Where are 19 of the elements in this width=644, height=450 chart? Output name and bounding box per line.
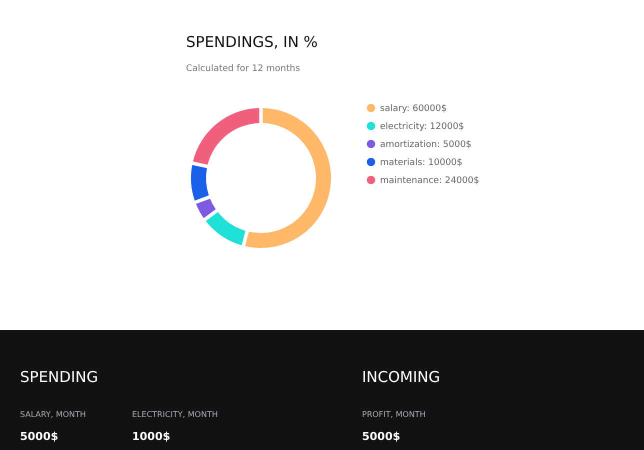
donut-slice [191,165,209,201]
text: 5000$ [362,430,400,443]
chart-title: SPENDINGS, IN % [186,33,318,51]
legend-label: amortization: 5000$ [380,140,472,150]
text: INCOMING [362,368,440,386]
donut-slice [196,198,216,218]
legend-label: maintenance: 24000$ [380,176,480,186]
legend-label: materials: 10000$ [380,158,463,168]
chart-subtitle: Calculated for 12 months [186,64,300,74]
donut-slice [206,212,246,246]
legend-label: electricity: 12000$ [380,122,464,132]
text: PROFIT, MONTH [362,410,426,419]
text: SALARY, MONTH [20,410,86,419]
donut-slice [192,108,260,165]
text: 5000$ [20,430,58,443]
text: ELECTRICITY, MONTH [132,410,218,419]
text: 1000$ [132,430,170,443]
text: SPENDING [20,368,98,386]
legend-label: salary: 60000$ [380,104,447,114]
